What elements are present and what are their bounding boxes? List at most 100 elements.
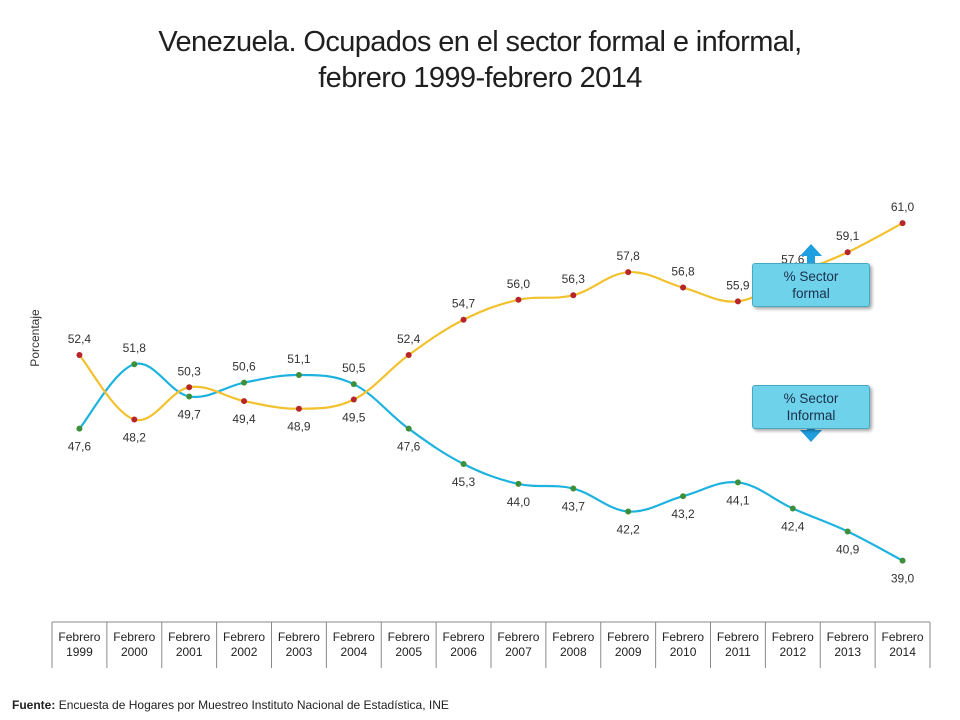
data-label-formal: 51,1 <box>287 352 311 366</box>
data-label-formal: 39,0 <box>891 572 915 586</box>
data-point-informal <box>295 405 302 412</box>
data-label-informal: 49,4 <box>232 412 256 426</box>
x-tick-label: 2000 <box>121 645 148 659</box>
data-point-informal <box>186 384 193 391</box>
x-tick-label: Febrero <box>443 630 485 644</box>
data-label-informal: 48,2 <box>123 430 147 444</box>
x-tick-label: 2006 <box>450 645 477 659</box>
data-point-informal <box>570 292 577 299</box>
data-label-informal: 55,9 <box>726 278 750 292</box>
arrow-down-icon <box>800 424 822 442</box>
source-note: Fuente: Encuesta de Hogares por Muestreo… <box>12 698 449 712</box>
data-label-formal: 47,6 <box>397 440 421 454</box>
x-tick-label: 2013 <box>834 645 861 659</box>
data-label-formal: 47,6 <box>68 440 92 454</box>
data-label-informal: 56,0 <box>507 277 531 291</box>
data-label-formal: 44,1 <box>726 493 750 507</box>
data-point-formal <box>625 508 632 515</box>
x-tick-label: 2001 <box>176 645 203 659</box>
x-tick-label: 2009 <box>615 645 642 659</box>
x-tick-label: 2012 <box>779 645 806 659</box>
data-label-informal: 48,9 <box>287 420 311 434</box>
data-label-formal: 45,3 <box>452 475 476 489</box>
x-tick-label: Febrero <box>58 630 100 644</box>
x-tick-label: Febrero <box>552 630 594 644</box>
axis-layer: Febrero1999Febrero2000Febrero2001Febrero… <box>51 621 931 668</box>
data-label-formal: 51,8 <box>123 341 147 355</box>
data-label-informal: 61,0 <box>891 200 915 214</box>
data-point-formal <box>350 381 357 388</box>
data-point-informal <box>515 296 522 303</box>
data-point-informal <box>76 352 83 359</box>
legend-sector-formal: % Sector formal <box>752 263 870 307</box>
data-label-formal: 49,7 <box>178 407 202 421</box>
data-label-informal: 50,3 <box>178 364 202 378</box>
x-tick-label: 2004 <box>340 645 367 659</box>
data-point-formal <box>186 393 193 400</box>
y-axis-label: Porcentaje <box>28 309 42 367</box>
legend-sector-informal: % Sector Informal <box>752 385 870 429</box>
x-tick-label: 1999 <box>66 645 93 659</box>
x-tick-label: 2014 <box>889 645 916 659</box>
x-tick-label: Febrero <box>113 630 155 644</box>
x-tick-label: 2010 <box>670 645 697 659</box>
x-tick-label: Febrero <box>717 630 759 644</box>
chart-title-line1: Venezuela. Ocupados en el sector formal … <box>158 26 802 58</box>
data-label-informal: 52,4 <box>68 332 92 346</box>
data-point-formal <box>570 485 577 492</box>
data-label-formal: 42,4 <box>781 519 805 533</box>
data-point-formal <box>405 425 412 432</box>
x-tick-label: Febrero <box>333 630 375 644</box>
data-label-informal: 49,5 <box>342 411 366 425</box>
x-tick-label: Febrero <box>168 630 210 644</box>
chart-title-line2: febrero 1999-febrero 2014 <box>318 62 642 94</box>
data-label-formal: 50,5 <box>342 361 366 375</box>
legend-sector-formal-label: % Sector formal <box>783 269 839 301</box>
series-line-formal <box>78 362 904 562</box>
data-point-informal <box>405 352 412 359</box>
data-point-informal <box>460 316 467 323</box>
x-tick-label: 2002 <box>231 645 258 659</box>
data-label-informal: 54,7 <box>452 297 476 311</box>
data-point-formal <box>789 505 796 512</box>
x-tick-label: Febrero <box>772 630 814 644</box>
data-label-formal: 43,2 <box>671 507 695 521</box>
data-label-formal: 50,6 <box>232 360 256 374</box>
x-tick-label: 2007 <box>505 645 532 659</box>
data-point-formal <box>460 460 467 467</box>
data-point-informal <box>241 398 248 405</box>
arrow-up-icon <box>800 244 822 263</box>
x-tick-label: Febrero <box>607 630 649 644</box>
source-label: Fuente: <box>12 698 56 712</box>
data-point-formal <box>131 361 138 368</box>
data-point-informal <box>844 249 851 256</box>
data-label-informal: 57,6 <box>781 252 805 266</box>
data-label-formal: 44,0 <box>507 495 531 509</box>
data-point-informal <box>625 269 632 276</box>
x-tick-label: Febrero <box>497 630 539 644</box>
data-point-formal <box>241 379 248 386</box>
data-label-informal: 56,8 <box>671 265 695 279</box>
data-point-formal <box>844 528 851 535</box>
legend-arrows <box>800 244 822 442</box>
data-point-formal <box>680 493 687 500</box>
x-tick-label: Febrero <box>827 630 869 644</box>
data-label-formal: 42,2 <box>617 523 641 537</box>
data-point-informal <box>680 284 687 291</box>
x-tick-label: 2011 <box>725 645 751 659</box>
data-point-formal <box>734 479 741 486</box>
data-point-informal <box>131 416 138 423</box>
source-text: Encuesta de Hogares por Muestreo Institu… <box>58 698 449 712</box>
legend-sector-informal-label: % Sector Informal <box>783 391 839 423</box>
chart-title: Venezuela. Ocupados en el sector formal … <box>0 24 960 96</box>
data-labels: 47,6 51,8 49,7 50,6 51,1 50,5 47,6 45,3 44,0 43,7… <box>68 200 915 586</box>
x-tick-label: Febrero <box>278 630 320 644</box>
x-tick-label: Febrero <box>388 630 430 644</box>
data-point-informal <box>350 396 357 403</box>
x-tick-label: Febrero <box>882 630 924 644</box>
data-point-formal <box>515 480 522 487</box>
x-tick-label: 2003 <box>286 645 313 659</box>
data-point-formal <box>76 425 83 432</box>
data-label-informal: 59,1 <box>836 229 860 243</box>
